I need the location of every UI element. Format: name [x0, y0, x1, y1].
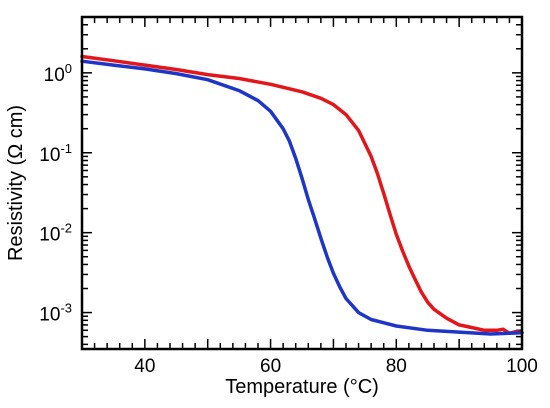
series-line-2: [80, 59, 524, 336]
x-tick-label: 100: [506, 356, 538, 377]
y-tick-labels: 100 10-1 10-2 10-3: [39, 61, 72, 326]
x-tick-label: 40: [134, 356, 155, 377]
series-lines: [80, 54, 524, 336]
y-tick-label: 10-1: [39, 141, 72, 166]
x-axis-label: Temperature (°C): [225, 376, 379, 398]
x-tick-labels: 40 60 80 100: [134, 356, 538, 377]
y-tick-label: 100: [44, 61, 72, 86]
series-line-1: [80, 54, 524, 336]
y-tick-label: 10-2: [39, 221, 72, 246]
x-tick-label: 60: [260, 356, 281, 377]
y-tick-label: 10-3: [39, 301, 72, 326]
plot-frame: [80, 15, 524, 351]
x-tick-label: 80: [386, 356, 407, 377]
y-axis-label: Resistivity (Ω cm): [5, 105, 27, 261]
